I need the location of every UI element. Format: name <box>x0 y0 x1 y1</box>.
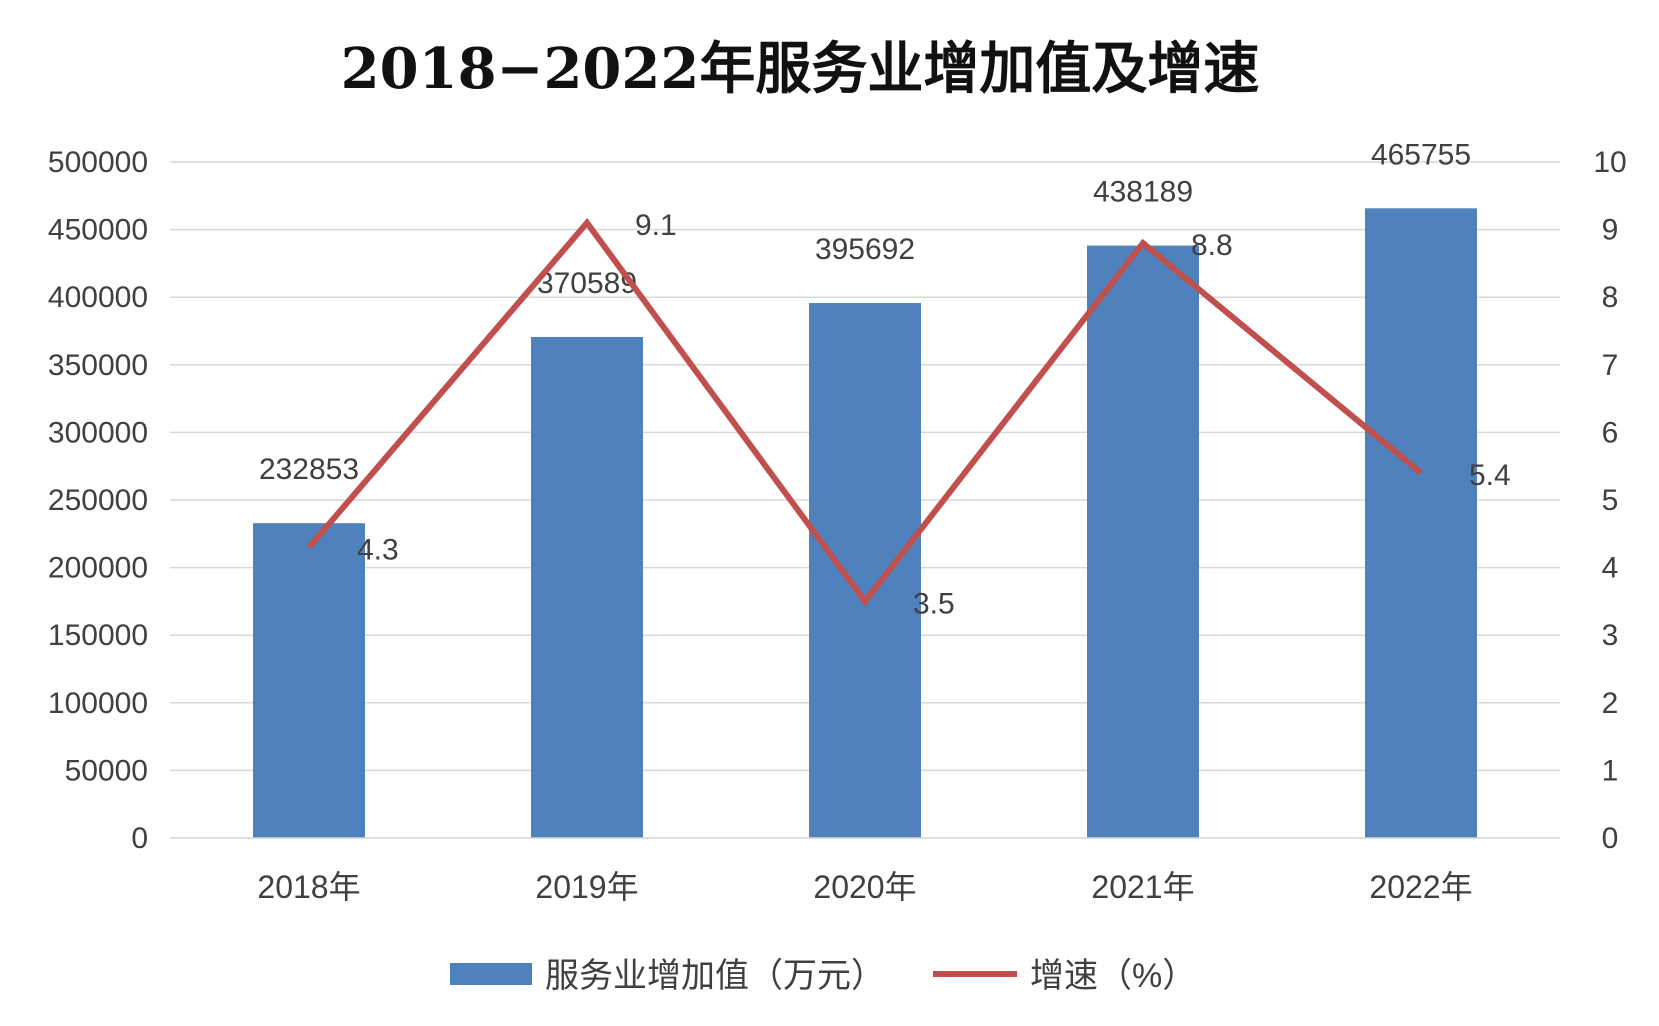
right-y-tick-label: 3 <box>1602 619 1619 652</box>
left-y-tick-label: 400000 <box>48 281 148 314</box>
x-tick-label: 2020年 <box>813 869 916 905</box>
bar-data-label: 465755 <box>1371 138 1471 171</box>
right-y-tick-label: 9 <box>1602 214 1619 247</box>
left-y-tick-label: 450000 <box>48 214 148 247</box>
legend: 服务业增加值（万元） 增速（%） <box>450 957 1196 995</box>
right-y-tick-label: 8 <box>1602 281 1619 314</box>
bar <box>531 336 643 838</box>
bar <box>809 303 921 838</box>
bar-data-label: 395692 <box>815 233 915 266</box>
x-tick-label: 2021年 <box>1091 869 1194 905</box>
x-tick-label: 2019年 <box>535 869 638 905</box>
line-data-label: 4.3 <box>357 533 399 566</box>
left-y-tick-label: 350000 <box>48 349 148 382</box>
chart-title: 2018−2022年服务业增加值及增速 <box>341 36 1260 102</box>
line-data-label: 8.8 <box>1191 229 1233 262</box>
legend-bar-label: 服务业增加值（万元） <box>545 957 885 995</box>
left-y-tick-label: 100000 <box>48 687 148 720</box>
right-y-tick-label: 4 <box>1602 552 1619 585</box>
x-tick-label: 2018年 <box>257 869 360 905</box>
left-y-tick-label: 50000 <box>65 754 148 787</box>
right-y-tick-label: 1 <box>1602 754 1619 787</box>
legend-bar-swatch <box>450 963 532 985</box>
right-y-tick-label: 5 <box>1602 484 1619 517</box>
left-y-tick-label: 300000 <box>48 416 148 449</box>
legend-line-label: 增速（%） <box>1030 957 1196 995</box>
bar-series <box>253 208 1477 838</box>
line-data-label: 9.1 <box>635 209 677 242</box>
line-series <box>306 218 1423 607</box>
x-tick-label: 2022年 <box>1369 869 1472 905</box>
left-y-tick-label: 500000 <box>48 146 148 179</box>
right-y-tick-label: 0 <box>1602 822 1619 855</box>
right-y-tick-label: 6 <box>1602 416 1619 449</box>
left-y-tick-label: 250000 <box>48 484 148 517</box>
left-y-axis: 0 50000 100000 150000 200000 250000 300000 3500… <box>48 146 148 855</box>
line-data-label: 5.4 <box>1469 459 1511 492</box>
bar-data-label: 438189 <box>1093 176 1193 209</box>
bar <box>1087 245 1199 838</box>
right-y-tick-label: 7 <box>1602 349 1619 382</box>
x-axis: 2018年 2019年 2020年 2021年 2022年 <box>170 837 1560 905</box>
bar-data-label: 232853 <box>259 453 359 486</box>
left-y-tick-label: 0 <box>131 822 148 855</box>
line-data-label: 3.5 <box>913 587 955 620</box>
right-y-tick-label: 10 <box>1593 146 1626 179</box>
right-y-axis: 0 1 2 3 4 5 6 7 8 9 10 <box>1593 146 1626 855</box>
line-path <box>306 218 1423 607</box>
left-y-tick-label: 150000 <box>48 619 148 652</box>
line-data-labels: 4.3 9.1 3.5 8.8 5.4 <box>357 209 1511 621</box>
left-y-tick-label: 200000 <box>48 552 148 585</box>
right-y-tick-label: 2 <box>1602 687 1619 720</box>
bar <box>1365 208 1477 838</box>
bar <box>253 523 365 838</box>
